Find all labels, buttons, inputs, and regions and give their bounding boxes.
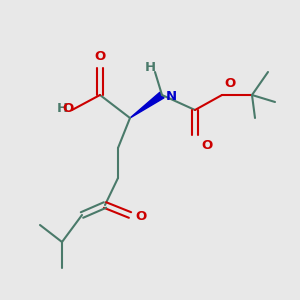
Polygon shape (130, 92, 164, 118)
Text: O: O (135, 211, 146, 224)
Text: O: O (201, 139, 212, 152)
Text: H: H (144, 61, 156, 74)
Text: O: O (224, 77, 235, 90)
Text: O: O (63, 101, 74, 115)
Text: O: O (94, 50, 106, 63)
Text: H: H (57, 101, 68, 115)
Text: N: N (166, 91, 177, 103)
